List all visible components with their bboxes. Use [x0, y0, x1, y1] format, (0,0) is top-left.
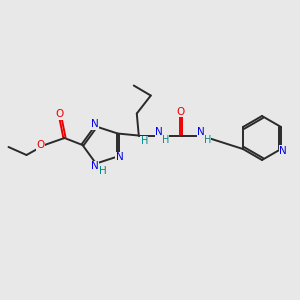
Text: O: O: [36, 140, 45, 150]
Text: N: N: [279, 146, 287, 156]
Text: N: N: [91, 119, 99, 130]
Text: N: N: [116, 152, 124, 163]
Text: O: O: [56, 109, 64, 119]
Text: H: H: [204, 135, 211, 145]
Text: N: N: [197, 127, 205, 136]
Text: N: N: [91, 161, 98, 171]
Text: N: N: [155, 127, 163, 136]
Text: H: H: [162, 135, 169, 145]
Text: O: O: [177, 106, 185, 116]
Text: H: H: [141, 136, 148, 146]
Text: H: H: [99, 166, 107, 176]
